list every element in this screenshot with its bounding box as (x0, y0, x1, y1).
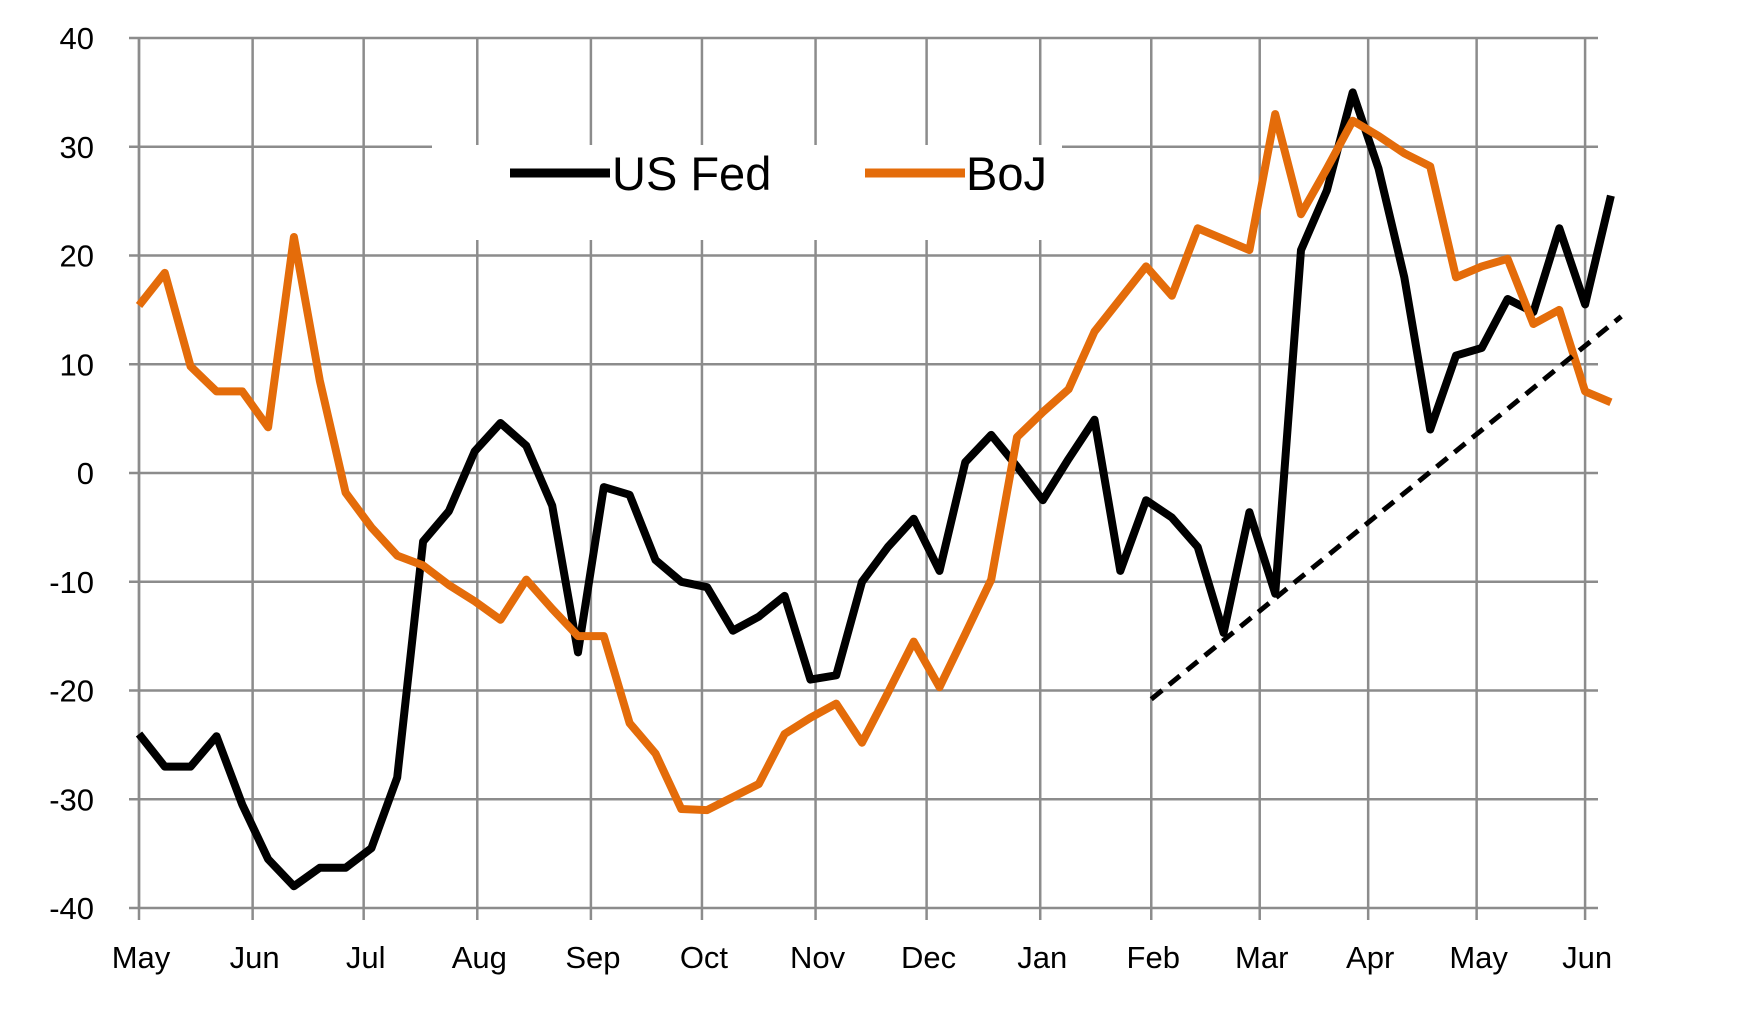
x-tick-label: May (112, 940, 171, 975)
x-tick-label: Nov (790, 940, 846, 975)
y-axis-ticks: 40 30 20 10 0 -10 -20 -30 -40 (49, 21, 139, 926)
y-tick-label: -10 (49, 565, 94, 600)
x-tick-label: Feb (1127, 940, 1180, 975)
legend-background (432, 145, 1062, 240)
legend-items: US Fed BoJ (510, 147, 1047, 200)
x-tick-label: Apr (1346, 940, 1394, 975)
legend (432, 145, 1062, 240)
y-tick-label: 0 (77, 456, 94, 491)
x-tick-label: Oct (680, 940, 729, 975)
trendline-group (1149, 314, 1623, 702)
x-axis-ticks: May Jun Jul Aug Sep Oct Nov Dec Jan Feb Mar Apr May J… (112, 908, 1612, 975)
x-tick-label: Jun (1562, 940, 1612, 975)
y-tick-label: -20 (49, 674, 94, 709)
y-tick-label: -40 (49, 891, 94, 926)
x-tick-label: Jan (1017, 940, 1067, 975)
series-line-boj (135, 110, 1613, 815)
y-tick-label: 10 (60, 347, 94, 382)
series-lines (135, 88, 1615, 891)
y-tick-label: -30 (49, 782, 94, 817)
legend-label-boj: BoJ (966, 147, 1047, 200)
y-tick-label: 30 (60, 130, 94, 165)
x-tick-label: Jun (230, 940, 280, 975)
y-tick-label: 40 (60, 21, 94, 56)
x-tick-label: Jul (346, 940, 386, 975)
legend-label-us-fed: US Fed (612, 147, 771, 200)
y-tick-label: 20 (60, 239, 94, 274)
x-tick-label: Mar (1235, 940, 1288, 975)
x-tick-label: Aug (452, 940, 507, 975)
x-tick-label: Sep (565, 940, 620, 975)
x-tick-label: May (1449, 940, 1508, 975)
x-tick-label: Dec (901, 940, 956, 975)
trendline (1149, 314, 1623, 702)
